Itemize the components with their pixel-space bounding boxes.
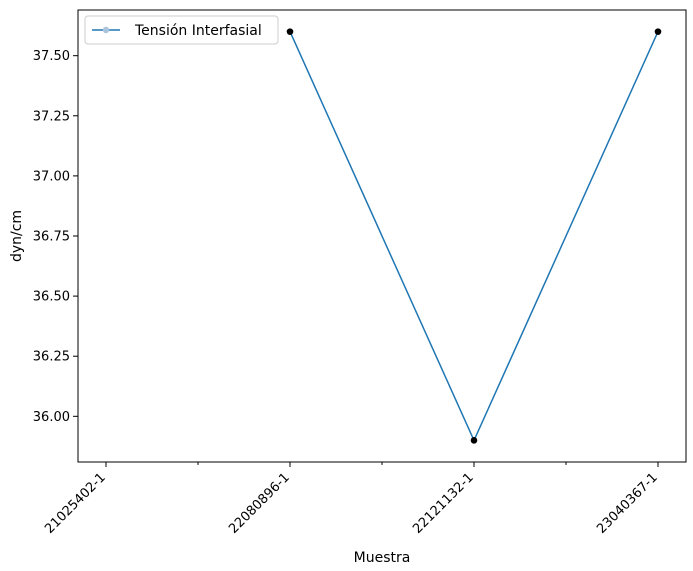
legend-frame <box>84 15 279 45</box>
data-point <box>470 437 478 444</box>
y-tick-label: 37.50 <box>33 49 70 64</box>
data-point <box>286 28 294 35</box>
series-layer <box>286 28 662 444</box>
legend-series-marker <box>102 26 110 34</box>
y-axis: 36.00 36.25 36.50 36.75 37.00 37.25 37.50 <box>33 49 78 425</box>
x-tick-label: 23040367-1 <box>594 470 661 537</box>
x-tick-label: 21025402-1 <box>42 470 109 537</box>
x-axis: 21025402-1 22080896-1 22121132-1 23040367-1 <box>42 462 661 537</box>
y-tick-label: 37.25 <box>33 109 70 124</box>
data-point <box>654 28 662 35</box>
x-axis-label: Muestra <box>354 550 411 566</box>
y-tick-label: 36.25 <box>33 350 70 365</box>
x-tick-label: 22080896-1 <box>226 470 293 537</box>
y-tick-label: 36.00 <box>33 410 70 425</box>
y-tick-label: 36.50 <box>33 290 70 305</box>
legend-series-label: Tensión Interfasial <box>134 23 262 39</box>
y-axis-label: dyn/cm <box>9 210 25 262</box>
y-tick-label: 37.00 <box>33 169 70 184</box>
legend: Tensión Interfasial <box>84 15 279 45</box>
x-tick-label: 22121132-1 <box>410 470 477 537</box>
y-tick-label: 36.75 <box>33 230 70 245</box>
